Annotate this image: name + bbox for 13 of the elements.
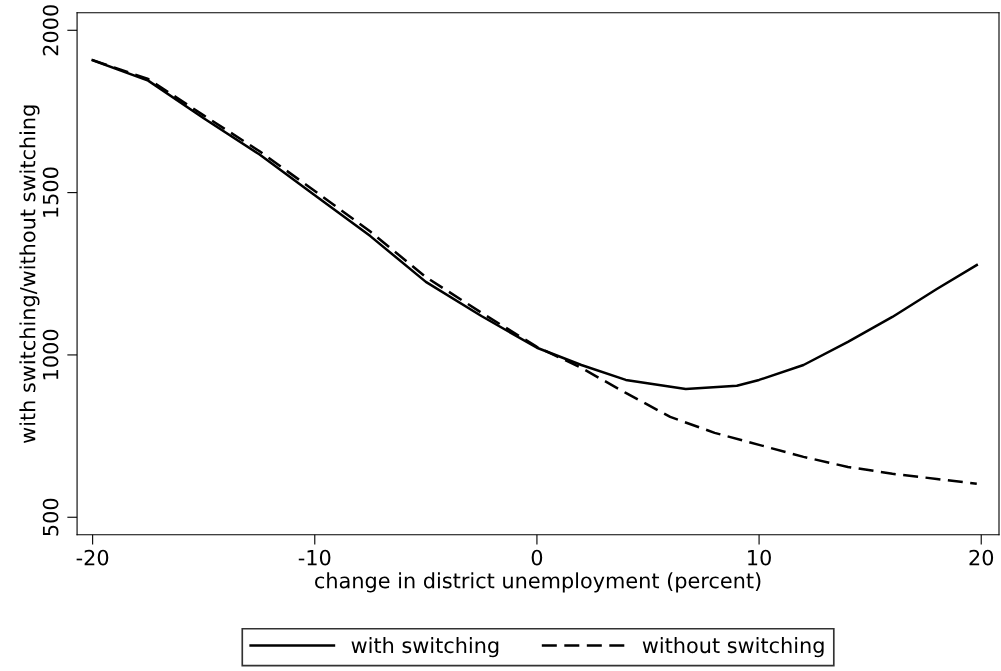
y-tick-label: 2000 bbox=[42, 5, 59, 56]
x-tick-label: -20 bbox=[76, 549, 109, 566]
x-tick-label: 20 bbox=[969, 549, 994, 566]
x-tick-label: -10 bbox=[298, 549, 331, 566]
legend-label: without switching bbox=[642, 637, 824, 658]
x-axis-title: change in district unemployment (percent) bbox=[315, 572, 761, 593]
y-axis-title: with switching/without switching bbox=[19, 105, 40, 443]
legend-label: with switching bbox=[351, 637, 499, 658]
y-tick-label: 1500 bbox=[42, 167, 59, 217]
y-tick-label: 500 bbox=[42, 498, 59, 536]
y-tick-label: 1000 bbox=[42, 329, 59, 380]
x-tick-label: 10 bbox=[748, 549, 771, 566]
x-tick-label: 0 bbox=[531, 549, 543, 566]
